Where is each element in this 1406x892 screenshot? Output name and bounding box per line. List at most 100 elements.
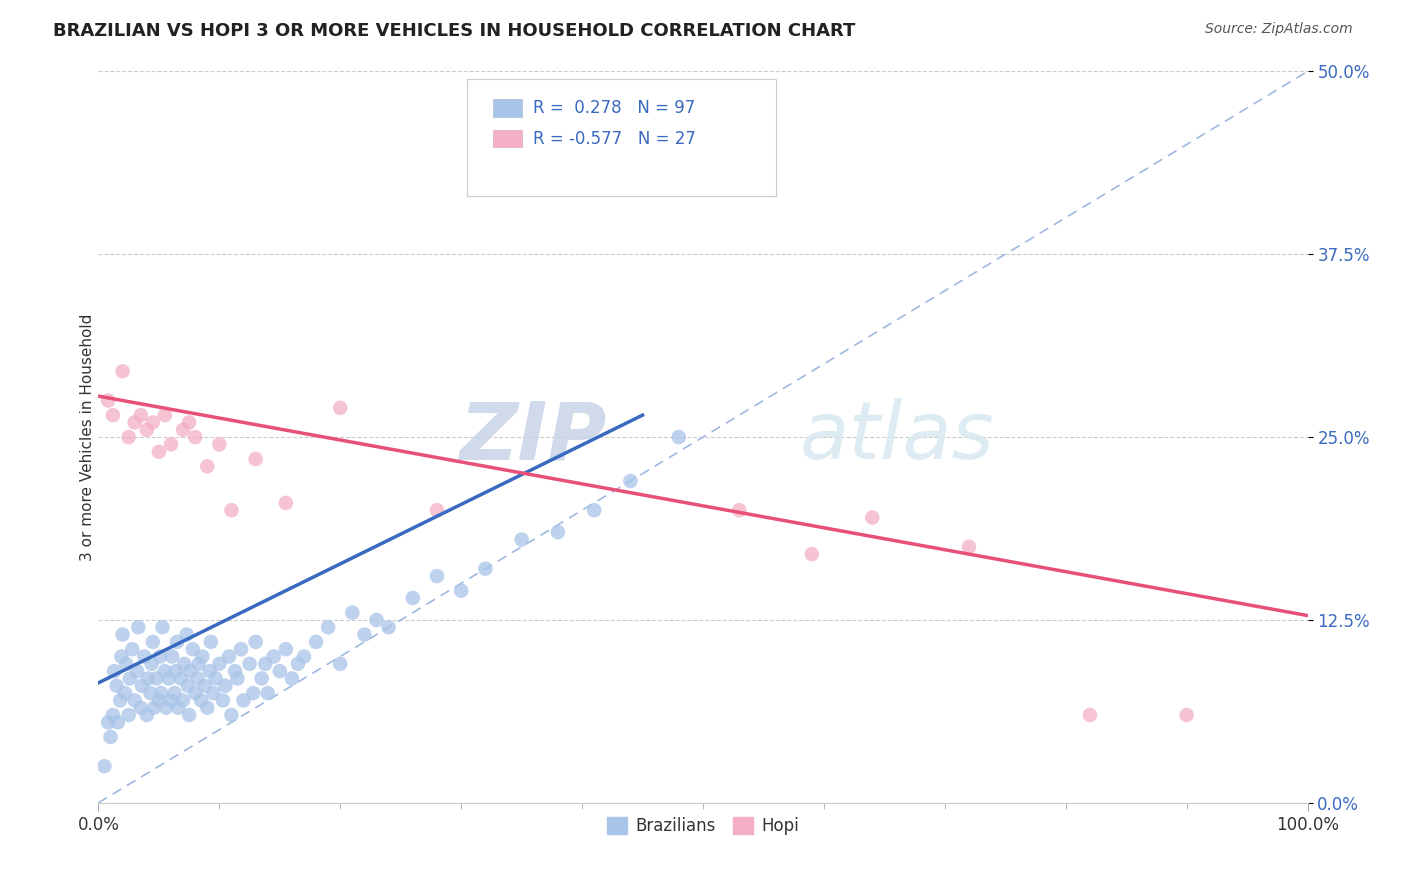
Point	[141, 657, 163, 671]
Point	[191, 649, 214, 664]
Point	[135, 708, 157, 723]
Text: ZIP: ZIP	[458, 398, 606, 476]
Point	[202, 686, 225, 700]
Point	[179, 416, 201, 430]
Point	[957, 540, 980, 554]
Point	[139, 686, 162, 700]
Point	[153, 664, 176, 678]
Point	[292, 649, 315, 664]
Point	[172, 423, 194, 437]
Point	[124, 416, 146, 430]
FancyBboxPatch shape	[492, 130, 522, 147]
Point	[127, 620, 149, 634]
Point	[212, 693, 235, 707]
Point	[224, 664, 246, 678]
Point	[134, 649, 156, 664]
Point	[165, 664, 187, 678]
Point	[208, 437, 231, 451]
Point	[226, 672, 249, 686]
Point	[143, 700, 166, 714]
Point	[111, 627, 134, 641]
Point	[150, 686, 173, 700]
Point	[218, 649, 240, 664]
Point	[619, 474, 641, 488]
Point	[184, 430, 207, 444]
Point	[187, 672, 209, 686]
Point	[135, 423, 157, 437]
Point	[187, 657, 209, 671]
Point	[108, 693, 131, 707]
Point	[245, 635, 267, 649]
Point	[547, 525, 569, 540]
Point	[105, 679, 128, 693]
Point	[160, 437, 183, 451]
Point	[97, 393, 120, 408]
Point	[232, 693, 254, 707]
FancyBboxPatch shape	[467, 78, 776, 195]
Point	[214, 679, 236, 693]
Point	[263, 649, 285, 664]
Point	[329, 401, 352, 415]
Point	[204, 672, 226, 686]
Point	[402, 591, 425, 605]
Point	[728, 503, 751, 517]
Point	[287, 657, 309, 671]
Point	[160, 693, 183, 707]
Point	[121, 642, 143, 657]
Point	[107, 715, 129, 730]
Point	[118, 430, 141, 444]
Point	[169, 672, 191, 686]
Point	[190, 693, 212, 707]
Point	[127, 664, 149, 678]
Point	[101, 408, 124, 422]
Point	[342, 606, 364, 620]
Point	[176, 627, 198, 641]
Point	[274, 642, 297, 657]
Point	[153, 408, 176, 422]
Point	[426, 569, 449, 583]
Point	[195, 700, 218, 714]
Point	[377, 620, 399, 634]
Point	[152, 620, 174, 634]
Point	[157, 672, 180, 686]
Point	[274, 496, 297, 510]
Point	[93, 759, 115, 773]
Point	[142, 416, 165, 430]
Point	[101, 708, 124, 723]
Point	[450, 583, 472, 598]
Point	[583, 503, 606, 517]
Point	[800, 547, 823, 561]
Point	[179, 664, 201, 678]
Point	[195, 459, 218, 474]
Point	[1175, 708, 1198, 723]
Point	[245, 452, 267, 467]
Text: R =  0.278   N = 97: R = 0.278 N = 97	[533, 99, 695, 117]
Point	[668, 430, 690, 444]
Point	[281, 672, 304, 686]
Point	[155, 700, 177, 714]
Point	[221, 503, 243, 517]
Point	[149, 649, 172, 664]
Point	[250, 672, 273, 686]
Point	[177, 679, 200, 693]
Point	[167, 700, 190, 714]
Point	[163, 686, 186, 700]
Point	[166, 635, 188, 649]
Point	[366, 613, 388, 627]
Point	[111, 364, 134, 378]
Point	[860, 510, 883, 524]
Point	[124, 693, 146, 707]
Point	[114, 686, 136, 700]
Point	[103, 664, 125, 678]
Point	[510, 533, 533, 547]
Point	[181, 642, 204, 657]
Point	[118, 708, 141, 723]
Point	[239, 657, 262, 671]
Point	[316, 620, 339, 634]
Text: atlas: atlas	[800, 398, 994, 476]
Point	[254, 657, 277, 671]
Point	[172, 693, 194, 707]
Point	[145, 672, 167, 686]
Point	[136, 672, 159, 686]
Point	[148, 444, 170, 458]
